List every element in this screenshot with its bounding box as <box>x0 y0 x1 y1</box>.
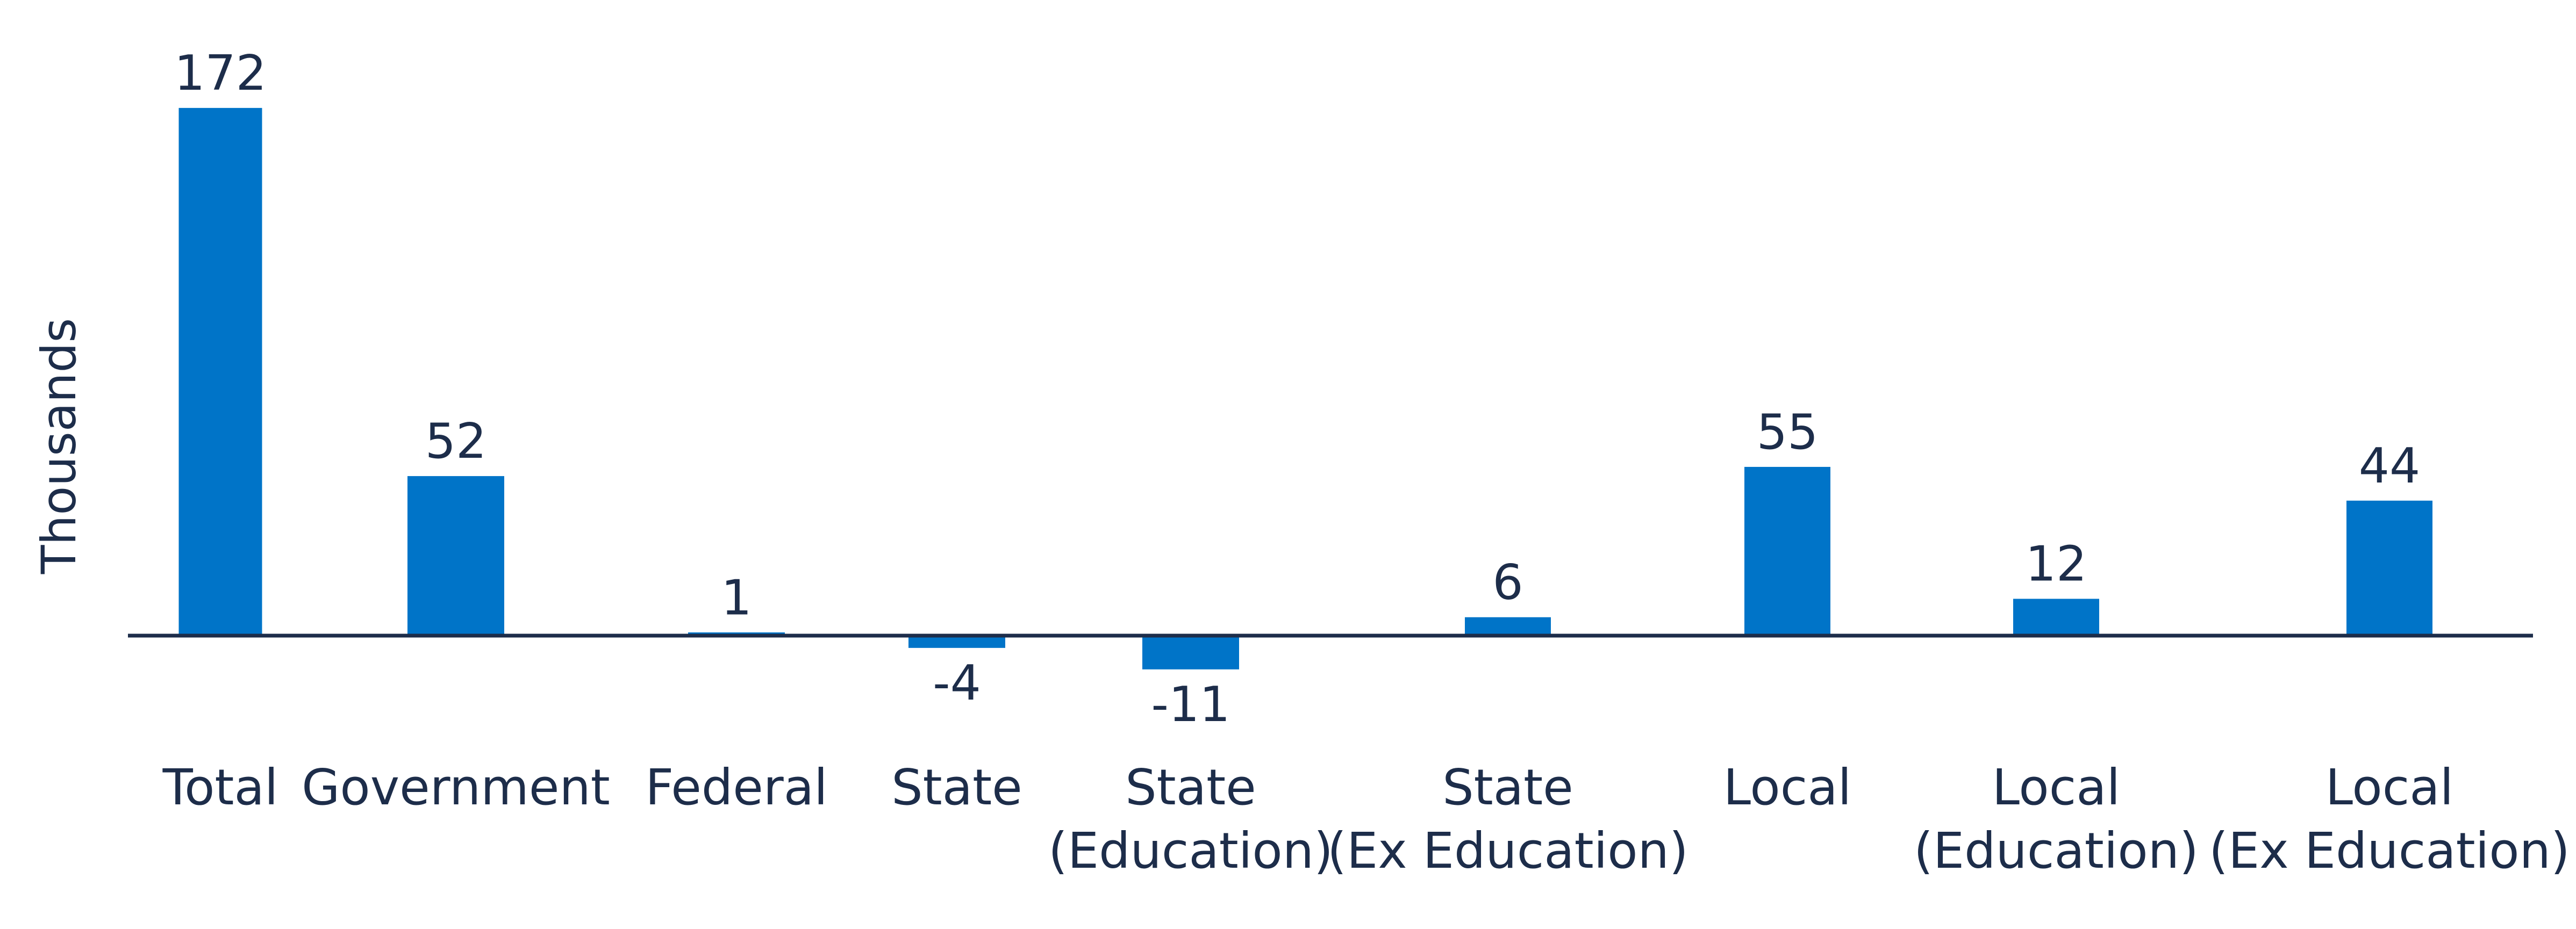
category-label-7-line-1: (Education) <box>1914 822 2199 880</box>
value-label-0: 172 <box>174 45 267 102</box>
bar-1 <box>407 476 504 636</box>
category-label-3: State <box>891 759 1022 816</box>
value-label-4: -11 <box>1151 676 1230 733</box>
value-label-7: 12 <box>2026 536 2087 592</box>
category-label-5-line-1: (Ex Education) <box>1327 822 1688 880</box>
category-label-4: State (Education) <box>1048 759 1333 880</box>
value-label-5: 6 <box>1492 554 1523 611</box>
value-label-6: 55 <box>1757 404 1819 460</box>
category-label-4-line-1: (Education) <box>1048 822 1333 880</box>
bar-3 <box>908 636 1005 648</box>
category-label-7: Local (Education) <box>1914 759 2199 880</box>
category-label-0: Total <box>162 759 278 816</box>
value-label-8: 44 <box>2359 438 2421 494</box>
bar-0 <box>178 107 262 636</box>
value-label-1: 52 <box>425 413 487 470</box>
value-labels-group: 172 52 1 -4 -11 6 55 12 44 <box>174 45 2420 733</box>
category-label-1: Government <box>302 759 610 816</box>
category-label-8-line-1: (Ex Education) <box>2209 822 2570 880</box>
y-axis-label: Thousands <box>31 318 87 574</box>
category-label-8-line-0: Local <box>2325 759 2453 816</box>
category-label-1-line-0: Government <box>302 759 610 816</box>
category-label-0-line-0: Total <box>162 759 278 816</box>
category-label-2: Federal <box>645 759 827 816</box>
category-label-5-line-0: State <box>1442 759 1573 816</box>
bar-6 <box>1744 466 1830 636</box>
category-label-4-line-0: State <box>1125 759 1256 816</box>
category-label-6: Local <box>1723 759 1851 816</box>
bar-7 <box>2013 599 2099 636</box>
category-label-6-line-0: Local <box>1723 759 1851 816</box>
category-label-3-line-0: State <box>891 759 1022 816</box>
bar-8 <box>2346 500 2432 636</box>
category-label-8: Local (Ex Education) <box>2209 759 2570 880</box>
category-labels-group: Total Government Federal State State (Educati… <box>162 759 2570 880</box>
value-label-2: 1 <box>721 570 752 626</box>
value-label-3: -4 <box>933 655 981 711</box>
category-label-5: State (Ex Education) <box>1327 759 1688 880</box>
bar-5 <box>1465 617 1551 636</box>
bar-4 <box>1142 636 1239 669</box>
category-label-2-line-0: Federal <box>645 759 827 816</box>
bars-group <box>178 107 2432 669</box>
category-label-7-line-0: Local <box>1992 759 2120 816</box>
